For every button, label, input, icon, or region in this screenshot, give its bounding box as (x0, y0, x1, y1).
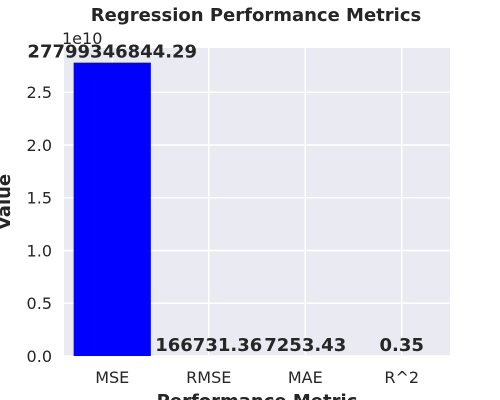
y-tick-label: 0.0 (27, 347, 52, 366)
y-tick-label: 2.0 (27, 136, 52, 155)
y-tick-label: 1.5 (27, 189, 52, 208)
y-tick-label: 0.5 (27, 294, 52, 313)
x-tick-label: RMSE (186, 368, 231, 387)
chart-title: Regression Performance Metrics (91, 5, 421, 26)
bar (73, 62, 151, 357)
x-tick-label: R^2 (384, 368, 419, 387)
x-axis-ticks: MSE RMSE MAE R^2 (95, 368, 419, 387)
data-label: 7253.43 (264, 335, 346, 356)
x-tick-label: MSE (95, 368, 129, 387)
y-tick-label: 2.5 (27, 83, 52, 102)
bars (73, 62, 344, 357)
y-axis-label: Value (0, 174, 15, 230)
x-axis-label: Performance Metric (157, 391, 358, 400)
data-label: 27799346844.29 (27, 42, 197, 63)
data-label: 166731.36 (155, 335, 262, 356)
y-tick-label: 1.0 (27, 241, 52, 260)
y-axis-offset-text: 1e10 (62, 29, 102, 48)
data-label: 0.35 (380, 335, 424, 356)
y-axis-ticks: 0.0 0.5 1.0 1.5 2.0 2.5 (27, 83, 52, 366)
x-tick-label: MAE (288, 368, 323, 387)
data-labels: 27799346844.29 166731.36 7253.43 0.35 (27, 42, 424, 356)
